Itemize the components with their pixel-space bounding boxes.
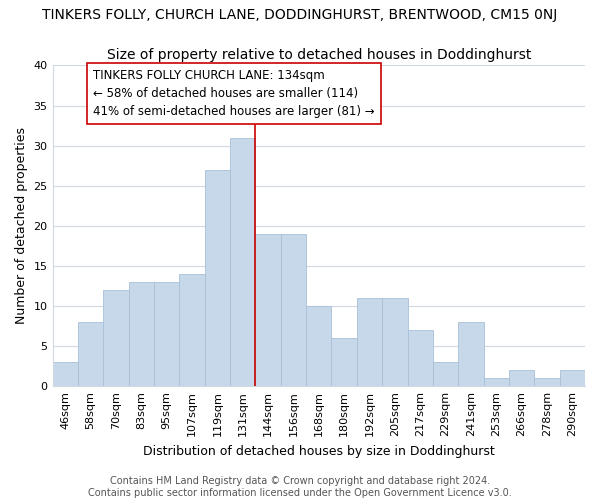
Bar xyxy=(560,370,585,386)
Bar xyxy=(331,338,357,386)
Text: TINKERS FOLLY CHURCH LANE: 134sqm
← 58% of detached houses are smaller (114)
41%: TINKERS FOLLY CHURCH LANE: 134sqm ← 58% … xyxy=(93,68,375,117)
Text: Contains HM Land Registry data © Crown copyright and database right 2024.
Contai: Contains HM Land Registry data © Crown c… xyxy=(88,476,512,498)
Bar xyxy=(53,362,78,386)
Bar xyxy=(256,234,281,386)
Bar xyxy=(433,362,458,386)
Bar xyxy=(230,138,256,386)
Title: Size of property relative to detached houses in Doddinghurst: Size of property relative to detached ho… xyxy=(107,48,531,62)
Text: TINKERS FOLLY, CHURCH LANE, DODDINGHURST, BRENTWOOD, CM15 0NJ: TINKERS FOLLY, CHURCH LANE, DODDINGHURST… xyxy=(43,8,557,22)
Bar xyxy=(407,330,433,386)
Bar xyxy=(281,234,306,386)
Bar xyxy=(128,282,154,386)
Bar xyxy=(458,322,484,386)
Y-axis label: Number of detached properties: Number of detached properties xyxy=(15,128,28,324)
Bar xyxy=(357,298,382,386)
Bar xyxy=(484,378,509,386)
X-axis label: Distribution of detached houses by size in Doddinghurst: Distribution of detached houses by size … xyxy=(143,444,494,458)
Bar xyxy=(534,378,560,386)
Bar xyxy=(103,290,128,386)
Bar xyxy=(205,170,230,386)
Bar xyxy=(179,274,205,386)
Bar xyxy=(78,322,103,386)
Bar xyxy=(382,298,407,386)
Bar xyxy=(154,282,179,386)
Bar xyxy=(306,306,331,386)
Bar xyxy=(509,370,534,386)
